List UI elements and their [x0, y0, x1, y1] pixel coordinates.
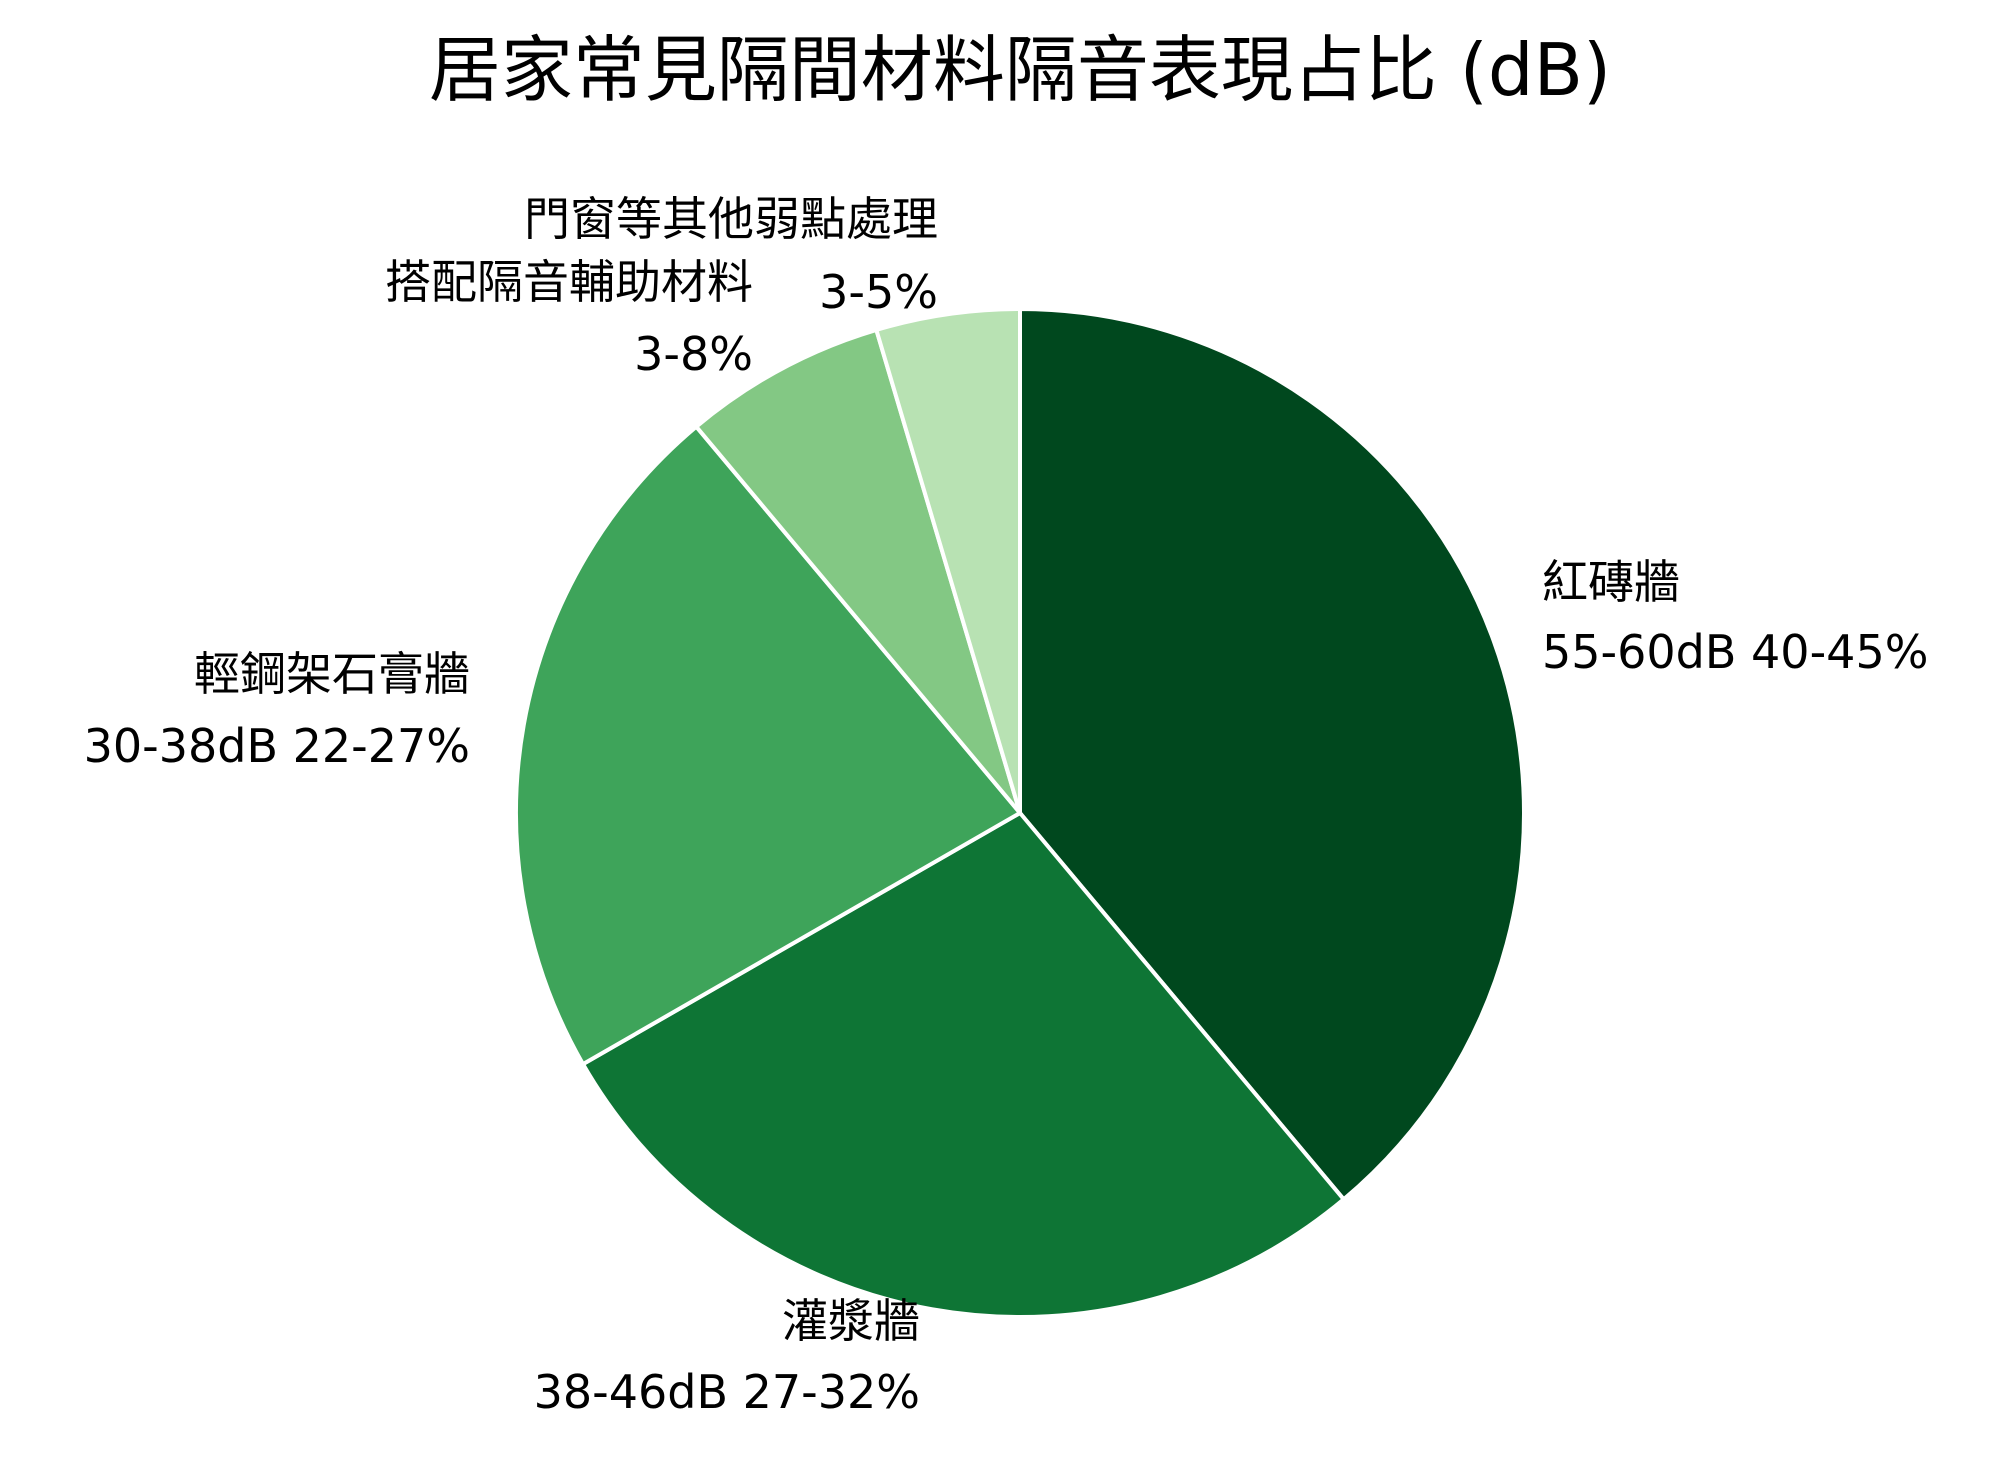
chart-title: 居家常見隔間材料隔音表現占比 (dB)	[429, 28, 1611, 112]
pie-slice-3	[693, 327, 1022, 815]
slice-label-1: 38-46dB 27-32%	[534, 1365, 920, 1419]
slice-label-0: 55-60dB 40-45%	[1542, 625, 1928, 679]
slice-name-3: 搭配隔音輔助材料	[385, 255, 753, 309]
pie-slice-0	[1018, 306, 1526, 1203]
pie-slice-4	[873, 306, 1022, 814]
slice-name-1: 灌漿牆	[782, 1294, 920, 1348]
slice-name-2: 輕鋼架石膏牆	[194, 647, 470, 701]
slice-label-4: 3-5%	[819, 265, 938, 319]
pie-slice-1	[580, 810, 1347, 1319]
slice-label-3: 3-8%	[634, 327, 753, 381]
pie-slice-2	[514, 423, 1024, 1067]
slice-label-2: 30-38dB 22-27%	[84, 719, 470, 773]
slice-name-4: 門窗等其他弱點處理	[524, 192, 938, 246]
slice-name-0: 紅磚牆	[1542, 555, 1680, 609]
